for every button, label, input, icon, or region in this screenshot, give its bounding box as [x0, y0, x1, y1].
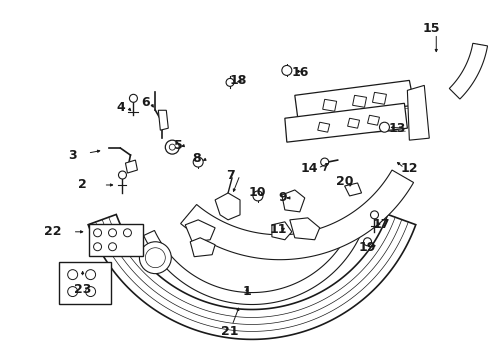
Circle shape — [320, 158, 328, 166]
Circle shape — [225, 78, 234, 86]
Polygon shape — [190, 238, 215, 257]
Polygon shape — [285, 103, 407, 142]
Polygon shape — [185, 220, 215, 242]
Text: 11: 11 — [268, 223, 286, 236]
Polygon shape — [448, 43, 487, 99]
Circle shape — [165, 140, 179, 154]
Polygon shape — [322, 99, 336, 111]
Bar — [88, 224, 143, 256]
Text: 9: 9 — [278, 192, 286, 204]
Text: 16: 16 — [290, 66, 308, 79]
Polygon shape — [352, 95, 366, 107]
Text: 5: 5 — [174, 139, 182, 152]
Circle shape — [281, 66, 291, 75]
Text: 14: 14 — [301, 162, 318, 175]
Text: 13: 13 — [388, 122, 405, 135]
Text: 10: 10 — [248, 186, 265, 199]
Text: 6: 6 — [141, 96, 149, 109]
Circle shape — [118, 171, 126, 179]
Circle shape — [252, 191, 263, 201]
Text: 4: 4 — [116, 101, 124, 114]
Polygon shape — [344, 183, 361, 196]
Text: 19: 19 — [358, 241, 375, 254]
Text: 2: 2 — [78, 179, 87, 192]
Text: 7: 7 — [225, 168, 234, 181]
Circle shape — [379, 122, 388, 132]
Polygon shape — [125, 160, 137, 173]
Polygon shape — [367, 115, 379, 125]
Circle shape — [108, 243, 116, 251]
Circle shape — [123, 229, 131, 237]
Polygon shape — [281, 190, 304, 212]
Circle shape — [363, 238, 371, 246]
Polygon shape — [215, 193, 240, 220]
Circle shape — [370, 211, 378, 219]
Polygon shape — [317, 122, 329, 132]
Circle shape — [85, 287, 95, 297]
Polygon shape — [372, 92, 386, 104]
Polygon shape — [294, 80, 413, 118]
Text: 1: 1 — [242, 285, 251, 298]
Text: 3: 3 — [68, 149, 77, 162]
Polygon shape — [407, 85, 428, 140]
Text: 23: 23 — [74, 283, 91, 296]
Circle shape — [93, 243, 102, 251]
Circle shape — [129, 94, 137, 102]
Text: 8: 8 — [191, 152, 200, 165]
Text: 21: 21 — [221, 325, 238, 338]
Bar — [59, 262, 110, 303]
Polygon shape — [143, 230, 360, 305]
Polygon shape — [347, 118, 359, 128]
Text: 22: 22 — [44, 225, 61, 238]
Circle shape — [85, 270, 95, 280]
Circle shape — [145, 248, 165, 268]
Text: 18: 18 — [229, 74, 246, 87]
Circle shape — [193, 157, 203, 167]
Polygon shape — [158, 110, 168, 130]
Polygon shape — [289, 218, 319, 240]
Circle shape — [169, 144, 175, 150]
Circle shape — [67, 270, 78, 280]
Text: 15: 15 — [422, 22, 439, 35]
Text: 12: 12 — [400, 162, 417, 175]
Circle shape — [93, 229, 102, 237]
Circle shape — [139, 242, 171, 274]
Polygon shape — [88, 215, 415, 339]
Text: 20: 20 — [335, 175, 353, 189]
Circle shape — [67, 287, 78, 297]
Circle shape — [108, 229, 116, 237]
Text: 17: 17 — [372, 218, 389, 231]
Polygon shape — [180, 170, 413, 260]
Polygon shape — [271, 222, 291, 240]
